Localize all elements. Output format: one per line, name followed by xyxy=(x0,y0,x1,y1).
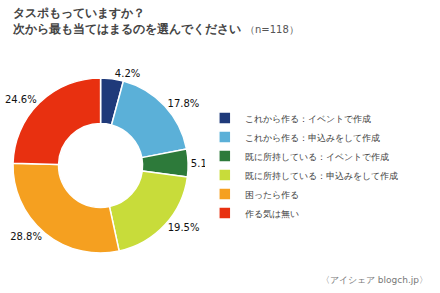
svg-text:28.8%: 28.8% xyxy=(10,231,42,242)
svg-text:4.2%: 4.2% xyxy=(115,68,140,79)
svg-text:困ったら作る: 困ったら作る xyxy=(245,190,299,200)
svg-text:作る気は無い: 作る気は無い xyxy=(244,209,299,219)
svg-text:17.8%: 17.8% xyxy=(168,98,200,109)
svg-text:これから作る：申込みをして作成: これから作る：申込みをして作成 xyxy=(245,133,380,143)
svg-text:既に所持している：イベントで作成: 既に所持している：イベントで作成 xyxy=(245,152,389,162)
svg-text:タスポもっていますか？次から最も当てはまるのを選んでください: タスポもっていますか？次から最も当てはまるのを選んでください （n=118） xyxy=(13,6,299,36)
svg-text:これから作る：イベントで作成: これから作る：イベントで作成 xyxy=(245,114,371,124)
svg-text:5.1%: 5.1% xyxy=(190,157,217,169)
svg-text:19.5%: 19.5% xyxy=(168,222,200,233)
svg-text:〈アイシェア blogch.jp〉: 〈アイシェア blogch.jp〉 xyxy=(321,275,428,285)
svg-text:既に所持している：申込みをして作成: 既に所持している：申込みをして作成 xyxy=(245,171,398,181)
svg-text:24.6%: 24.6% xyxy=(5,94,37,105)
